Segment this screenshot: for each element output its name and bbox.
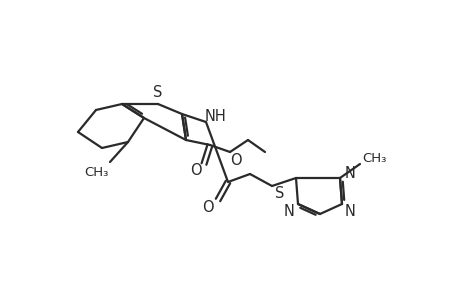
Text: CH₃: CH₃ <box>84 166 108 178</box>
Text: S: S <box>153 85 162 100</box>
Text: O: O <box>190 163 202 178</box>
Text: N: N <box>283 205 294 220</box>
Text: N: N <box>344 167 355 182</box>
Text: O: O <box>202 200 213 214</box>
Text: S: S <box>275 187 284 202</box>
Text: NH: NH <box>205 109 226 124</box>
Text: CH₃: CH₃ <box>361 152 386 164</box>
Text: N: N <box>344 205 355 220</box>
Text: O: O <box>230 152 241 167</box>
